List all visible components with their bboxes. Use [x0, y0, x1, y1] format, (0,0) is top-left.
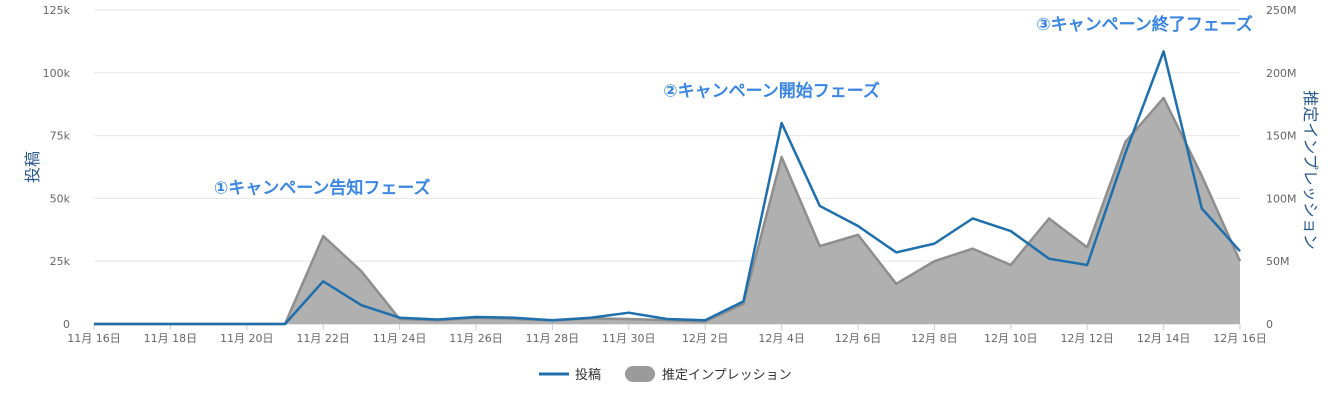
y-left-tick-label: 0 [63, 318, 70, 331]
x-tick-label: 11月 26日 [449, 332, 503, 345]
x-tick-label: 12月 12日 [1060, 332, 1114, 345]
x-tick-label: 12月 6日 [835, 332, 882, 345]
x-tick-label: 11月 30日 [602, 332, 656, 345]
x-tick-label: 11月 22日 [296, 332, 350, 345]
phase-annotation: ③キャンペーン終了フェーズ [1036, 14, 1253, 35]
x-tick-label: 12月 16日 [1213, 332, 1267, 345]
x-tick-label: 11月 20日 [220, 332, 274, 345]
phase-annotation: ①キャンペーン告知フェーズ [214, 177, 431, 198]
y-left-tick-label: 125k [43, 4, 71, 17]
legend-label-posts: 投稿 [575, 367, 601, 383]
x-tick-label: 11月 16日 [67, 332, 121, 345]
x-tick-label: 12月 14日 [1137, 332, 1191, 345]
phase-annotation: ②キャンペーン開始フェーズ [663, 81, 880, 102]
y-right-tick-label: 150M [1266, 130, 1297, 143]
y-right-tick-label: 250M [1266, 4, 1297, 17]
y-left-tick-label: 50k [50, 192, 71, 205]
y-right-tick-label: 100M [1266, 192, 1297, 205]
area-fill-impressions [94, 97, 1240, 324]
y-right-axis-title: 推定インプレッション [1301, 90, 1320, 250]
y-left-tick-label: 75k [50, 130, 71, 143]
y-right-tick-label: 200M [1266, 67, 1297, 80]
x-tick-label: 12月 10日 [984, 332, 1038, 345]
y-right-tick-label: 50M [1266, 255, 1290, 268]
y-left-axis-title: 投稿 [23, 151, 42, 183]
y-right-tick-label: 0 [1266, 318, 1273, 331]
x-tick-label: 12月 2日 [682, 332, 729, 345]
y-left-tick-label: 25k [50, 255, 71, 268]
y-left-tick-label: 100k [43, 67, 71, 80]
line-posts [94, 50, 1241, 326]
legend-label-impressions: 推定インプレッション [662, 368, 792, 383]
x-tick-label: 12月 4日 [758, 332, 805, 345]
legend-swatch-impressions [625, 366, 655, 382]
x-tick-label: 11月 28日 [526, 332, 580, 345]
x-tick-label: 11月 24日 [373, 332, 427, 345]
x-tick-label: 11月 18日 [144, 332, 198, 345]
x-tick-label: 12月 8日 [911, 332, 958, 345]
